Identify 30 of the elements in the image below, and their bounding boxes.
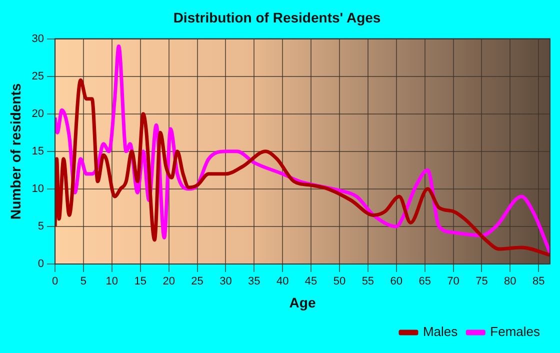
x-tick-label: 0 (52, 276, 58, 288)
x-tick-label: 5 (80, 276, 87, 288)
y-tick-label: 25 (32, 70, 44, 82)
y-tick-label: 0 (38, 258, 44, 270)
x-tick-label: 25 (191, 276, 204, 288)
chart-title: Distribution of Residents' Ages (173, 9, 381, 26)
y-tick-label: 5 (38, 220, 44, 232)
y-axis-title: Number of residents (7, 83, 24, 220)
y-tick-label: 10 (32, 182, 44, 195)
x-tick-label: 30 (220, 276, 232, 288)
x-tick-label: 65 (418, 276, 431, 288)
x-tick-label: 50 (333, 276, 346, 288)
y-tick-label: 20 (32, 108, 44, 120)
x-tick-label: 40 (276, 276, 289, 288)
x-tick-label: 45 (304, 276, 318, 288)
x-tick-label: 80 (504, 276, 516, 288)
x-tick-label: 75 (476, 276, 488, 288)
y-tick-label: 30 (32, 32, 44, 45)
x-tick-label: 55 (362, 276, 374, 288)
legend-label: Females (490, 324, 540, 340)
x-tick-label: 85 (532, 276, 545, 288)
x-tick-label: 20 (162, 276, 175, 288)
x-tick-label: 60 (390, 276, 403, 288)
y-tick-label: 15 (32, 145, 44, 158)
x-tick-label: 10 (106, 276, 118, 288)
x-tick-label: 35 (248, 276, 260, 288)
x-tick-label: 70 (447, 276, 460, 288)
legend-label: Males (422, 324, 458, 340)
x-tick-label: 15 (134, 276, 146, 288)
x-axis-title: Age (289, 294, 316, 310)
